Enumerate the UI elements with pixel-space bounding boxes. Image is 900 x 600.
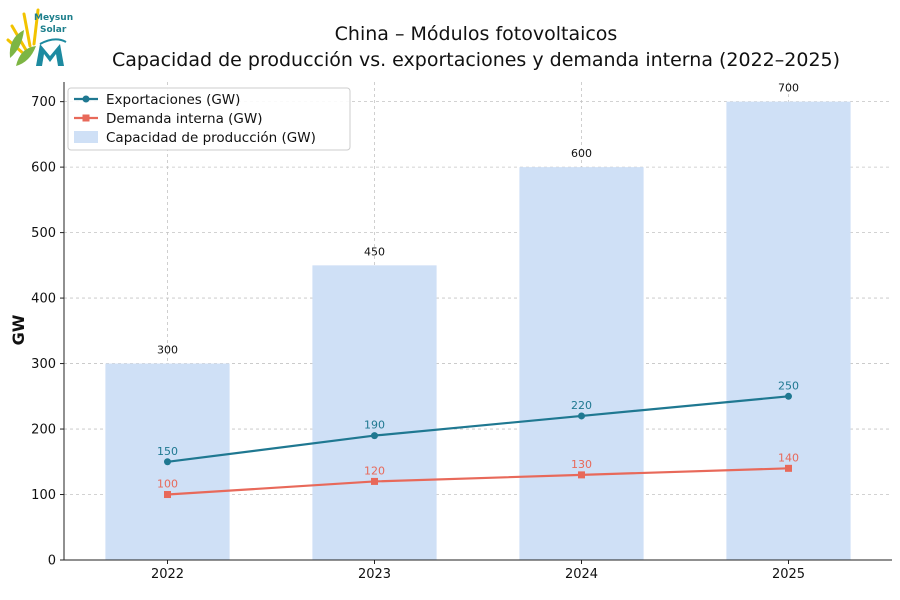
y-tick-label: 700 [31, 95, 56, 110]
y-tick-label: 0 [48, 554, 56, 569]
y-tick-label: 200 [31, 423, 56, 438]
demand-point-label: 140 [778, 451, 799, 464]
logo-wave-icon [39, 38, 67, 45]
exports-point [785, 392, 792, 400]
exports-point-label: 190 [364, 419, 385, 432]
y-tick-label: 500 [31, 226, 56, 241]
demand-point-label: 100 [157, 478, 178, 491]
legend-demand-marker [82, 114, 90, 122]
demand-line [167, 467, 789, 496]
logo-line1: Meysun [34, 13, 73, 23]
legend-exports-marker [82, 95, 90, 103]
capacity-bar [726, 101, 851, 561]
exports-point [164, 458, 171, 466]
leaf-icon [9, 30, 36, 66]
line-series [164, 392, 792, 499]
exports-point [371, 432, 378, 440]
y-tick-label: 100 [31, 488, 56, 503]
legend: Exportaciones (GW) Demanda interna (GW) … [67, 87, 351, 151]
exports-point [578, 412, 585, 420]
capacity-bar-label: 300 [157, 344, 178, 357]
exports-point-label: 220 [571, 399, 592, 412]
capacity-bar-label: 600 [571, 147, 592, 160]
chart-title: China – Módulos fotovoltaicos [335, 23, 618, 45]
y-axis-label: GW [9, 314, 28, 345]
legend-capacity-swatch [74, 131, 98, 143]
demand-point-label: 120 [364, 464, 385, 477]
axes [63, 82, 892, 561]
exports-point-label: 250 [778, 379, 799, 392]
exports-line [167, 395, 789, 463]
capacity-bar [312, 265, 437, 560]
capacity-bar [519, 167, 644, 560]
y-ticks: 0 100 200 300 400 500 600 700 [31, 95, 64, 569]
capacity-bar-label: 700 [778, 82, 799, 95]
capacity-bar-label: 450 [364, 245, 385, 258]
x-tick-label: 2022 [151, 567, 184, 582]
data-labels: 300 450 600 700 150 190 220 250 100 120 130 140 [157, 82, 799, 491]
legend-exports-label: Exportaciones (GW) [106, 92, 240, 108]
exports-point-label: 150 [157, 445, 178, 458]
y-tick-label: 400 [31, 292, 56, 307]
legend-box [67, 87, 351, 151]
y-tick-label: 300 [31, 357, 56, 372]
x-tick-label: 2025 [772, 567, 805, 582]
legend-demand-label: Demanda interna (GW) [106, 111, 263, 127]
demand-point [578, 471, 585, 479]
demand-point-label: 130 [571, 458, 592, 471]
x-tick-label: 2024 [565, 567, 598, 582]
logo: Meysun Solar [6, 8, 73, 66]
logo-mark-icon [36, 44, 64, 66]
y-tick-label: 600 [31, 161, 56, 176]
logo-line2: Solar [40, 25, 67, 35]
bars [105, 101, 851, 561]
demand-point [164, 491, 171, 499]
demand-point [785, 464, 792, 472]
x-tick-label: 2023 [358, 567, 391, 582]
x-ticks: 2022 2023 2024 2025 [151, 560, 805, 582]
chart-subtitle: Capacidad de producción vs. exportacione… [112, 49, 840, 71]
legend-capacity-label: Capacidad de producción (GW) [106, 130, 316, 146]
demand-point [371, 477, 378, 485]
